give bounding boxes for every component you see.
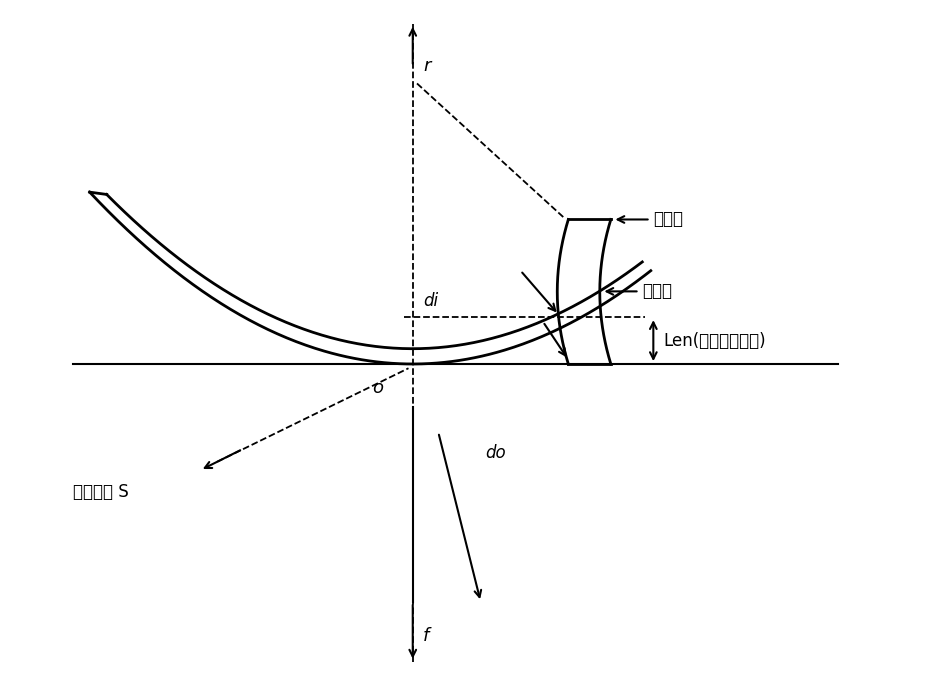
Text: 阵元面: 阵元面 bbox=[618, 210, 683, 228]
Text: 探头面: 探头面 bbox=[607, 282, 672, 301]
Text: di: di bbox=[423, 292, 438, 310]
Text: Len(透镜、匹配层): Len(透镜、匹配层) bbox=[664, 332, 767, 350]
Text: f: f bbox=[423, 627, 430, 645]
Text: do: do bbox=[485, 444, 505, 462]
Text: o: o bbox=[372, 380, 383, 397]
Text: 波束起点 S: 波束起点 S bbox=[73, 482, 128, 500]
Text: r: r bbox=[423, 58, 431, 76]
